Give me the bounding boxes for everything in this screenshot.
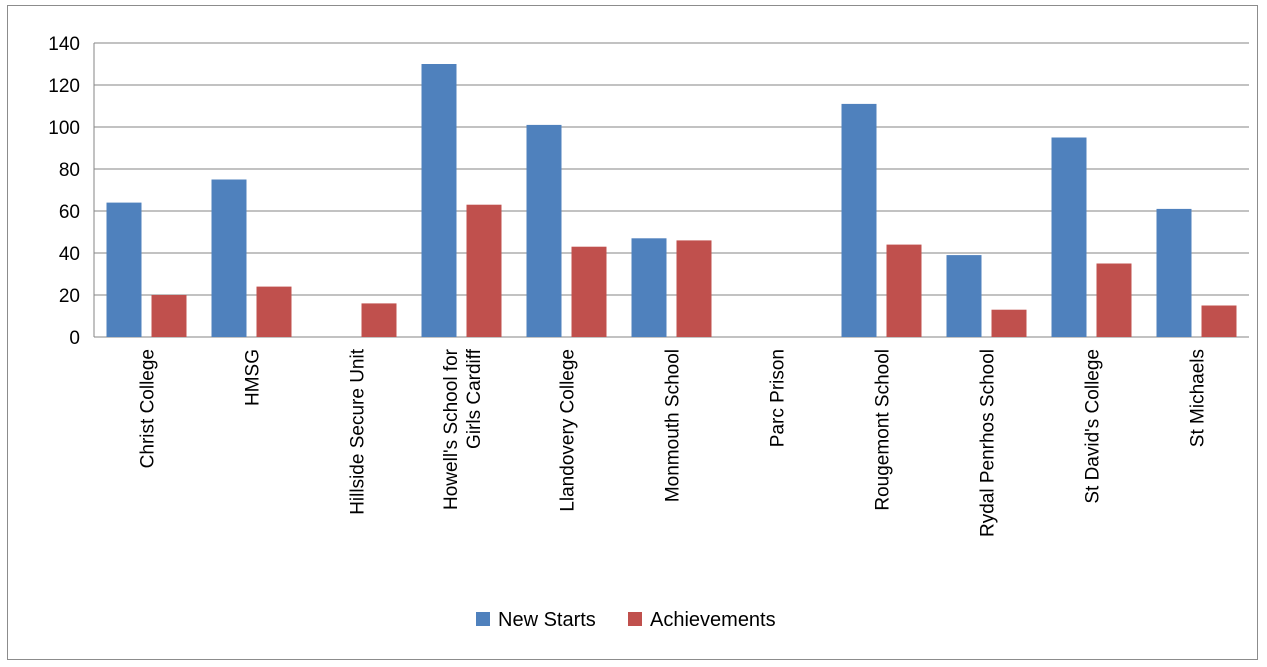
bar-achievements xyxy=(361,303,397,337)
legend-swatch xyxy=(476,612,490,626)
x-category-label: St David's College xyxy=(1083,349,1104,504)
chart-frame: 0 20 40 60 80 100 120 140 Christ College HMSG Hil… xyxy=(7,5,1258,660)
x-category-label: Hillside Secure Unit xyxy=(348,348,369,515)
bars xyxy=(106,64,1237,338)
bar-achievements xyxy=(991,309,1027,337)
y-tick-label: 120 xyxy=(48,76,80,97)
y-tick-label: 100 xyxy=(48,118,80,139)
legend-label: New Starts xyxy=(498,609,596,631)
y-tick-label: 40 xyxy=(59,244,80,265)
y-tick-label: 0 xyxy=(69,328,80,349)
bar-new-starts xyxy=(421,64,457,337)
bar-achievements xyxy=(151,295,187,337)
x-category-label: Rydal Penrhos School xyxy=(978,349,999,537)
legend-label: Achievements xyxy=(650,609,776,631)
bar-achievements xyxy=(1201,305,1237,337)
bar-new-starts xyxy=(1051,137,1087,337)
x-category-label: HMSG xyxy=(243,349,264,406)
x-category-label: Rougemont School xyxy=(873,349,894,511)
bar-new-starts xyxy=(841,103,877,338)
bar-achievements xyxy=(886,244,922,337)
x-category-label: Monmouth School xyxy=(663,349,684,502)
bar-achievements xyxy=(1096,263,1132,337)
y-tick-label: 20 xyxy=(59,286,80,307)
bar-chart: 0 20 40 60 80 100 120 140 Christ College HMSG Hil… xyxy=(48,34,1249,631)
x-category-label: Howell's School for Girls Cardiff xyxy=(441,348,485,510)
bar-new-starts xyxy=(1156,208,1192,337)
x-category-label: Christ College xyxy=(138,349,159,468)
bar-new-starts xyxy=(211,179,247,337)
x-category-label: Parc Prison xyxy=(768,349,789,447)
category-labels: Christ College HMSG Hillside Secure Unit Ho… xyxy=(138,348,1209,537)
y-tick-label: 80 xyxy=(59,160,80,181)
bar-achievements xyxy=(676,240,712,337)
bar-new-starts xyxy=(946,255,982,337)
bar-new-starts xyxy=(631,238,667,337)
bar-achievements xyxy=(571,246,607,337)
y-tick-label: 60 xyxy=(59,202,80,223)
bar-new-starts xyxy=(106,202,142,337)
legend-swatch xyxy=(628,612,642,626)
bar-new-starts xyxy=(526,124,562,338)
legend: New Starts Achievements xyxy=(476,609,776,631)
bar-achievements xyxy=(256,286,292,337)
y-tick-label: 140 xyxy=(48,34,80,55)
x-category-label: Llandovery College xyxy=(558,349,579,512)
bar-achievements xyxy=(466,204,502,337)
x-category-label: St Michaels xyxy=(1188,349,1209,447)
